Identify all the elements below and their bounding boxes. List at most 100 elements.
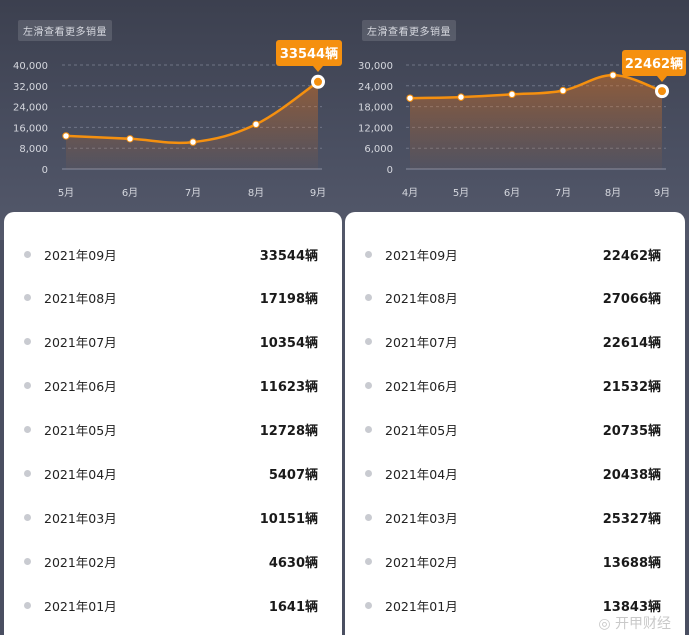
list-item-month: 2021年06月 xyxy=(385,379,458,395)
list-item-month: 2021年02月 xyxy=(44,554,117,570)
x-tick-label: 5月 xyxy=(58,187,74,199)
list-item[interactable]: 2021年08月 27066辆 xyxy=(345,276,685,320)
list-item-value: 10354辆 xyxy=(259,336,318,352)
x-tick-label: 7月 xyxy=(555,187,571,199)
list-item-value: 27066辆 xyxy=(602,292,661,308)
list-item-month: 2021年08月 xyxy=(44,291,117,307)
list-item[interactable]: 2021年05月 20735辆 xyxy=(345,408,685,452)
x-tick-label: 4月 xyxy=(402,187,418,199)
bullet-dot xyxy=(24,250,31,258)
series-area xyxy=(66,81,318,169)
bullet-dot xyxy=(365,294,372,302)
list-item[interactable]: 2021年06月 11623辆 xyxy=(4,364,342,408)
list-item-value: 13843辆 xyxy=(602,599,661,615)
x-tick-label: 8月 xyxy=(605,187,621,199)
list-item[interactable]: 2021年01月 1641辆 xyxy=(4,583,342,627)
watermark-logo: ◎ 开甲财经 xyxy=(598,616,671,632)
bullet-dot xyxy=(24,382,31,390)
list-item-month: 2021年01月 xyxy=(44,598,117,614)
list-item-month: 2021年02月 xyxy=(385,554,458,570)
left-sales-list: 2021年09月 33544辆 2021年08月 17198辆 2021年07月 1035… xyxy=(4,212,342,635)
list-item-month: 2021年03月 xyxy=(385,510,458,526)
list-item[interactable]: 2021年09月 33544辆 xyxy=(4,232,342,276)
y-tick-label: 40,000 xyxy=(13,61,48,72)
highlight-point-core xyxy=(658,87,666,96)
data-point[interactable] xyxy=(252,120,260,128)
bullet-dot xyxy=(365,250,372,258)
data-point[interactable] xyxy=(406,94,414,102)
data-point[interactable] xyxy=(126,135,134,143)
data-point[interactable] xyxy=(62,132,70,140)
y-tick-label: 24,000 xyxy=(13,103,48,114)
list-item[interactable]: 2021年03月 25327辆 xyxy=(345,495,685,539)
list-item-value: 22462辆 xyxy=(602,248,661,264)
list-item-month: 2021年04月 xyxy=(385,467,458,482)
data-point[interactable] xyxy=(457,93,465,101)
bullet-dot xyxy=(365,426,372,434)
list-item-value: 20735辆 xyxy=(602,424,661,440)
list-item-value: 1641辆 xyxy=(268,599,318,615)
x-tick-label: 9月 xyxy=(310,187,326,199)
y-tick-label: 0 xyxy=(387,165,393,176)
list-item-month: 2021年04月 xyxy=(44,467,117,482)
list-item-month: 2021年07月 xyxy=(385,335,458,351)
data-point[interactable] xyxy=(508,90,516,99)
list-item[interactable]: 2021年04月 20438辆 xyxy=(345,452,685,496)
list-item-value: 13688辆 xyxy=(602,555,661,571)
data-point[interactable] xyxy=(189,138,197,146)
y-tick-label: 30,000 xyxy=(358,61,393,72)
series-line xyxy=(408,73,664,100)
swipe-hint[interactable]: 左滑查看更多销量 xyxy=(362,20,456,41)
bullet-dot xyxy=(365,513,372,521)
list-item[interactable]: 2021年05月 12728辆 xyxy=(4,408,342,452)
list-item[interactable]: 2021年09月 22462辆 xyxy=(345,232,685,276)
list-item[interactable]: 2021年08月 17198辆 xyxy=(4,276,342,320)
x-tick-label: 7月 xyxy=(185,187,201,199)
list-item-value: 10151辆 xyxy=(259,511,318,527)
y-tick-label: 8,000 xyxy=(19,144,48,155)
right-panel: 左滑查看更多销量 0 6,000 12,000 18,000 24,000 30,000 4… xyxy=(345,0,689,635)
highlight-value-label: 33544辆 xyxy=(280,46,338,62)
list-item-value: 5407辆 xyxy=(268,468,318,483)
bullet-dot xyxy=(24,557,31,565)
list-item-value: 11623辆 xyxy=(259,380,318,396)
bullet-dot xyxy=(365,470,372,477)
list-item[interactable]: 2021年04月 5407辆 xyxy=(4,452,342,496)
highlight-tooltip: 22462辆 xyxy=(622,50,686,82)
bullet-dot xyxy=(365,557,372,565)
swipe-hint[interactable]: 左滑查看更多销量 xyxy=(18,20,112,41)
data-point[interactable] xyxy=(559,86,567,95)
list-item-value: 17198辆 xyxy=(259,292,318,308)
list-item-value: 22614辆 xyxy=(602,336,661,352)
list-item[interactable]: 2021年03月 10151辆 xyxy=(4,495,342,539)
y-tick-label: 32,000 xyxy=(13,82,48,93)
list-item-value: 20438辆 xyxy=(602,468,661,483)
list-item-month: 2021年09月 xyxy=(385,247,458,263)
list-item[interactable]: 2021年07月 22614辆 xyxy=(345,320,685,364)
y-tick-label: 0 xyxy=(42,165,48,176)
list-item[interactable]: 2021年06月 21532辆 xyxy=(345,364,685,408)
bullet-dot xyxy=(24,470,31,477)
bullet-dot xyxy=(365,382,372,390)
x-tick-label: 5月 xyxy=(453,187,469,199)
x-tick-label: 6月 xyxy=(122,187,138,199)
right-sales-chart[interactable]: 0 6,000 12,000 18,000 24,000 30,000 4月 5月 6月 7月 8月… xyxy=(345,0,689,212)
y-tick-label: 16,000 xyxy=(13,123,48,134)
left-sales-chart[interactable]: 0 8,000 16,000 24,000 32,000 40,000 5月 6月 7月 8月 9月… xyxy=(0,0,344,212)
bullet-dot xyxy=(24,294,31,302)
data-point[interactable] xyxy=(609,71,617,79)
list-item[interactable]: 2021年07月 10354辆 xyxy=(4,320,342,364)
y-tick-label: 12,000 xyxy=(358,123,393,134)
list-item[interactable]: 2021年02月 13688辆 xyxy=(345,539,685,583)
list-item[interactable]: 2021年02月 4630辆 xyxy=(4,539,342,583)
list-item-value: 21532辆 xyxy=(602,380,661,396)
highlight-value-label: 22462辆 xyxy=(625,56,683,72)
list-item[interactable]: 2021年01月 13843辆 xyxy=(345,583,685,627)
highlight-tooltip: 33544辆 xyxy=(276,40,342,72)
x-tick-label: 6月 xyxy=(504,187,520,199)
x-tick-label: 8月 xyxy=(248,187,264,199)
bullet-dot xyxy=(24,513,31,521)
list-item-month: 2021年03月 xyxy=(44,510,117,526)
bullet-dot xyxy=(24,426,31,434)
right-sales-list: 2021年09月 22462辆 2021年08月 27066辆 2021年07月 2261… xyxy=(345,212,685,635)
